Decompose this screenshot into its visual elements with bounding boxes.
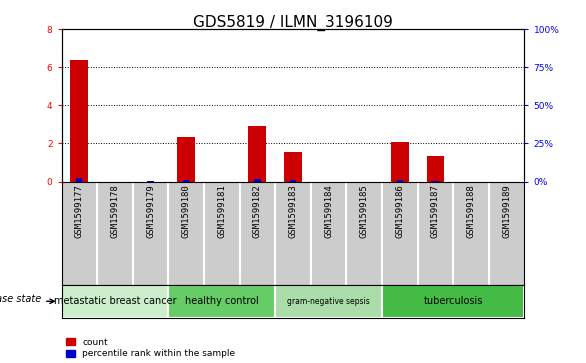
Bar [248, 126, 266, 182]
Text: GSM1599179: GSM1599179 [146, 185, 155, 238]
Bar [148, 181, 154, 182]
Text: GSM1599188: GSM1599188 [466, 185, 476, 238]
Bar [427, 156, 444, 182]
Bar [76, 178, 83, 182]
Bar [168, 285, 275, 318]
Text: GSM1599177: GSM1599177 [75, 185, 84, 238]
Text: GSM1599180: GSM1599180 [182, 185, 190, 238]
Bar [382, 285, 524, 318]
Text: GSM1599182: GSM1599182 [253, 185, 262, 238]
Text: metastatic breast cancer: metastatic breast cancer [54, 296, 176, 306]
Text: GDS5819 / ILMN_3196109: GDS5819 / ILMN_3196109 [193, 15, 393, 31]
Bar [178, 137, 195, 182]
Text: gram-negative sepsis: gram-negative sepsis [287, 297, 370, 306]
Text: GSM1599184: GSM1599184 [324, 185, 333, 238]
Bar [254, 179, 261, 182]
Text: disease state: disease state [0, 294, 41, 305]
Bar [391, 142, 409, 182]
Text: tuberculosis: tuberculosis [424, 296, 483, 306]
Text: GSM1599186: GSM1599186 [396, 185, 404, 238]
Legend: count, percentile rank within the sample: count, percentile rank within the sample [66, 338, 236, 359]
Text: healthy control: healthy control [185, 296, 258, 306]
Text: GSM1599178: GSM1599178 [110, 185, 120, 238]
Bar [70, 60, 88, 182]
Bar [284, 152, 302, 182]
Text: GSM1599189: GSM1599189 [502, 185, 511, 238]
Bar [275, 285, 382, 318]
Bar [183, 180, 189, 182]
Text: GSM1599181: GSM1599181 [217, 185, 226, 238]
Text: GSM1599185: GSM1599185 [360, 185, 369, 238]
Text: GSM1599187: GSM1599187 [431, 185, 440, 238]
Bar [432, 180, 438, 182]
Bar [397, 180, 403, 182]
Bar [290, 180, 296, 182]
Text: GSM1599183: GSM1599183 [288, 185, 298, 238]
Bar [62, 285, 168, 318]
